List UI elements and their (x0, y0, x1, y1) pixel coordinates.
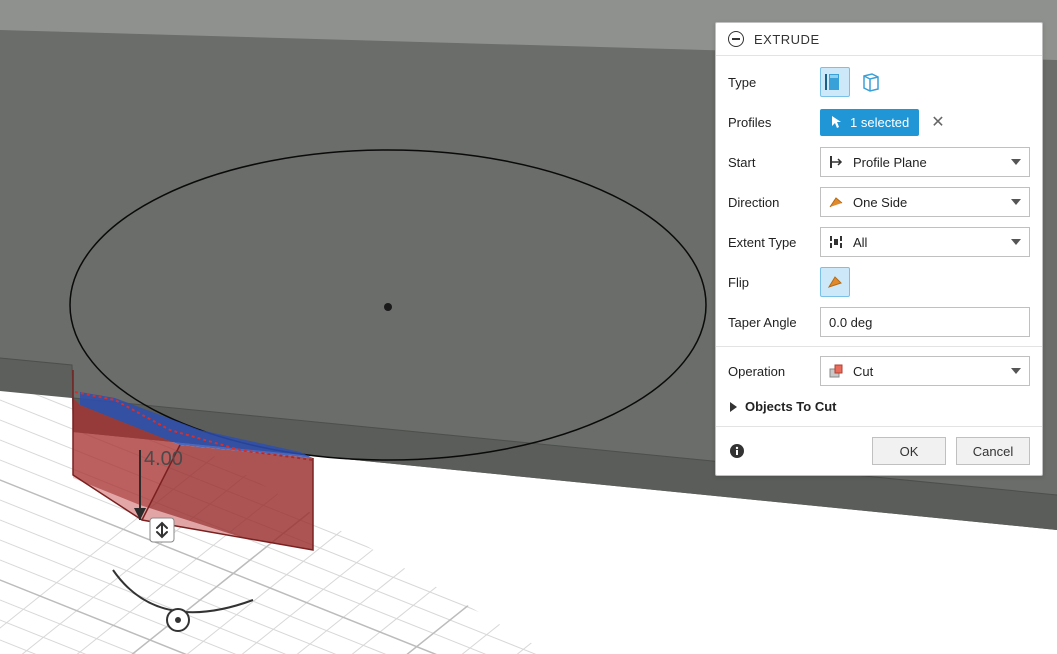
start-value: Profile Plane (853, 155, 1003, 170)
one-side-icon (827, 193, 845, 211)
taper-input[interactable]: 0.0 deg (820, 307, 1030, 337)
label-type: Type (728, 75, 820, 90)
profiles-clear-icon[interactable]: ✕ (925, 108, 950, 136)
profiles-selection-chip[interactable]: 1 selected (820, 109, 919, 136)
row-extent: Extent Type All (728, 224, 1030, 260)
operation-dropdown[interactable]: Cut (820, 356, 1030, 386)
profiles-chip-text: 1 selected (850, 115, 909, 130)
ok-button[interactable]: OK (872, 437, 946, 465)
dimension-label: 4.00 (144, 448, 183, 471)
cut-icon (827, 362, 845, 380)
label-direction: Direction (728, 195, 820, 210)
row-flip: Flip (728, 264, 1030, 300)
row-operation: Operation Cut (728, 353, 1030, 389)
extent-all-icon (827, 233, 845, 251)
extrude-panel: EXTRUDE Type (715, 22, 1043, 476)
objects-to-cut-label: Objects To Cut (745, 399, 836, 414)
label-taper: Taper Angle (728, 315, 820, 330)
label-flip: Flip (728, 275, 820, 290)
profile-plane-icon (827, 153, 845, 171)
row-direction: Direction One Side (728, 184, 1030, 220)
taper-value: 0.0 deg (829, 315, 872, 330)
cancel-button[interactable]: Cancel (956, 437, 1030, 465)
direction-dropdown[interactable]: One Side (820, 187, 1030, 217)
cursor-icon (830, 115, 844, 129)
direction-value: One Side (853, 195, 1003, 210)
objects-to-cut-expander[interactable]: Objects To Cut (728, 393, 1030, 420)
operation-value: Cut (853, 364, 1003, 379)
row-profiles: Profiles 1 selected ✕ (728, 104, 1030, 140)
panel-header[interactable]: EXTRUDE (716, 23, 1042, 56)
chevron-down-icon (1011, 239, 1021, 245)
extent-dropdown[interactable]: All (820, 227, 1030, 257)
label-profiles: Profiles (728, 115, 820, 130)
panel-title: EXTRUDE (754, 32, 820, 47)
type-solid-icon[interactable] (820, 67, 850, 97)
row-taper: Taper Angle 0.0 deg (728, 304, 1030, 340)
extent-value: All (853, 235, 1003, 250)
info-icon[interactable] (728, 442, 746, 460)
row-start: Start Profile Plane (728, 144, 1030, 180)
chevron-down-icon (1011, 368, 1021, 374)
label-extent: Extent Type (728, 235, 820, 250)
label-start: Start (728, 155, 820, 170)
flip-icon (826, 273, 844, 291)
flip-button[interactable] (820, 267, 850, 297)
label-operation: Operation (728, 364, 820, 379)
chevron-down-icon (1011, 199, 1021, 205)
collapse-icon[interactable] (728, 31, 744, 47)
row-type: Type (728, 64, 1030, 100)
triangle-right-icon (730, 402, 737, 412)
start-dropdown[interactable]: Profile Plane (820, 147, 1030, 177)
type-thin-icon[interactable] (856, 67, 886, 97)
chevron-down-icon (1011, 159, 1021, 165)
